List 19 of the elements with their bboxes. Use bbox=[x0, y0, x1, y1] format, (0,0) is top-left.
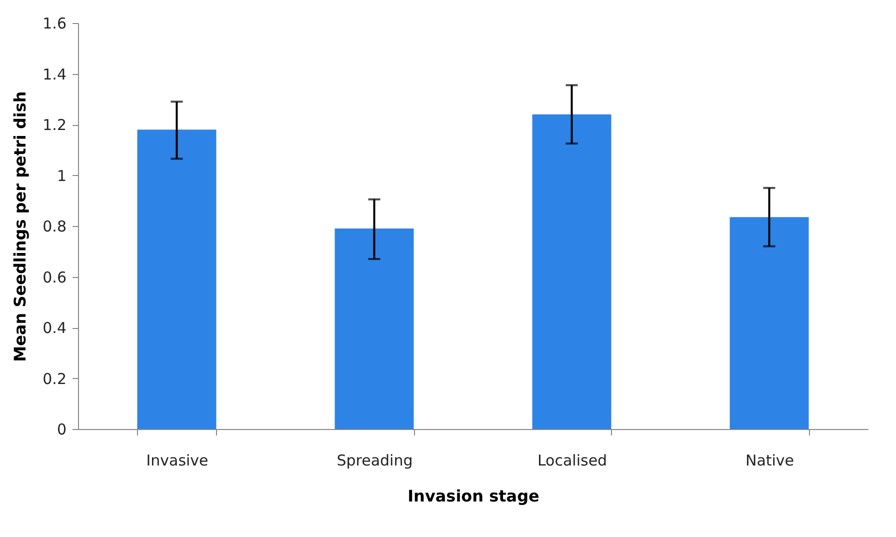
bar bbox=[730, 217, 809, 429]
x-tick-label: Native bbox=[745, 452, 794, 470]
y-tick-label: 0 bbox=[56, 420, 66, 438]
x-tick-label: Invasive bbox=[146, 452, 208, 470]
y-tick-label: 0.2 bbox=[42, 370, 66, 388]
x-axis-title: Invasion stage bbox=[408, 486, 540, 506]
y-tick-label: 1.6 bbox=[42, 14, 66, 32]
x-tick-label: Localised bbox=[537, 452, 608, 470]
y-tick-label: 0.8 bbox=[42, 218, 66, 236]
bar bbox=[137, 130, 216, 429]
x-tick-label: Spreading bbox=[336, 452, 413, 470]
y-tick-label: 1 bbox=[56, 166, 66, 185]
y-axis-title: Mean Seedlings per petri dish bbox=[10, 91, 30, 362]
bar bbox=[334, 228, 414, 429]
y-tick-label: 0.4 bbox=[42, 319, 66, 337]
y-tick-label: 0.6 bbox=[42, 268, 66, 286]
y-tick-label: 1.2 bbox=[42, 116, 66, 134]
y-tick-label: 1.4 bbox=[42, 65, 66, 84]
bar bbox=[532, 114, 612, 429]
